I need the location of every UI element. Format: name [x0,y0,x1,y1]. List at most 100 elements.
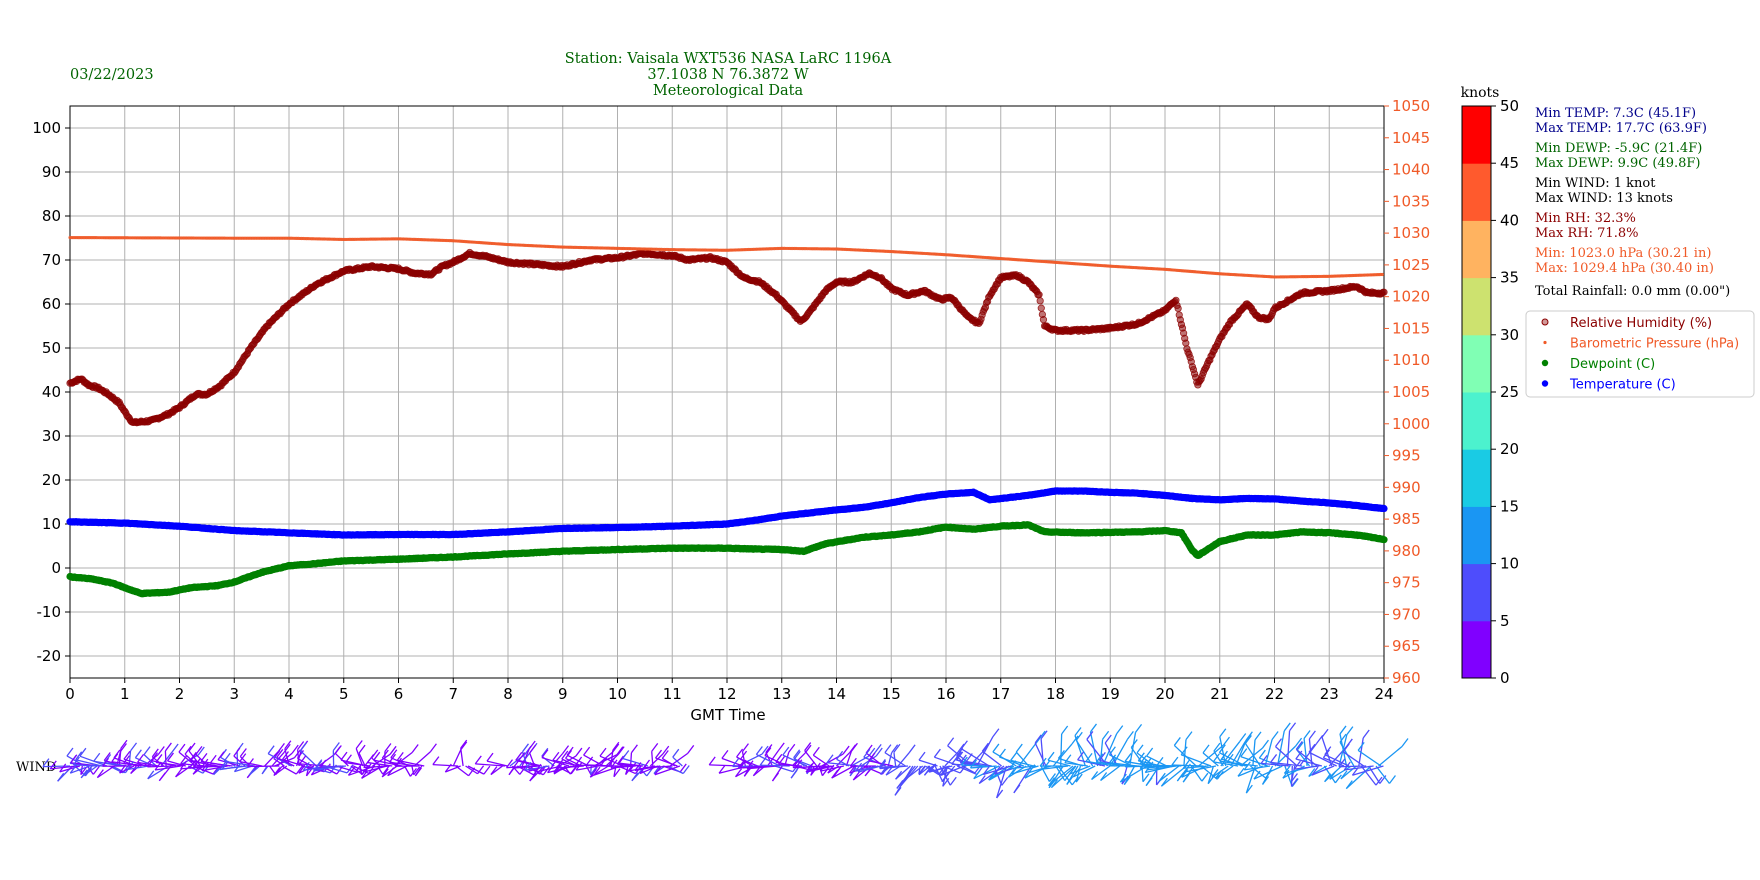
wind-barb-flag [486,752,494,762]
x-tick-label: 8 [503,685,513,703]
wind-barb-flag [157,746,165,755]
data-point [1380,504,1388,513]
y-right-tick-label: 985 [1392,510,1421,528]
wind-barb-flag [616,746,624,756]
y-left-tick-label: 50 [42,339,61,357]
y-left-tick-label: 30 [42,427,61,445]
x-tick-label: 1 [120,685,130,703]
wind-barb-flag [355,740,363,749]
wind-barb [147,765,174,768]
wind-barb-flag [239,748,247,757]
y-right-tick-label: 990 [1392,478,1421,496]
wind-barb-strip [42,722,1409,799]
y-left-tick-label: 80 [42,207,61,225]
wind-barb-flag [57,772,65,782]
y-right-tick-label: 1015 [1392,319,1430,337]
wind-barb-flag [158,772,166,782]
x-tick-label: 22 [1265,685,1284,703]
y-right-tick-label: 1030 [1392,224,1430,242]
wind-barb [247,765,280,768]
y-right-tick-label: 1050 [1392,97,1430,115]
wind-barb-flag [575,747,583,757]
data-point [1182,339,1190,347]
title-line-2: 37.1038 N 76.3872 W [647,67,808,83]
y-right-tick-label: 975 [1392,574,1421,592]
x-tick-label: 13 [772,685,791,703]
x-tick-label: 7 [448,685,458,703]
y-right-tick-label: 1045 [1392,129,1430,147]
y-right-tick-label: 980 [1392,542,1421,560]
y-left-tick-label: -20 [37,647,62,665]
x-tick-label: 17 [991,685,1010,703]
wind-barb-flag [171,743,179,753]
y-right-tick-label: 970 [1392,605,1421,623]
date-label: 03/22/2023 [70,67,154,83]
series-relative-humidity- [66,248,1388,427]
wind-barb-flag [389,745,397,755]
x-tick-label: 21 [1210,685,1229,703]
data-point [1036,297,1044,305]
x-tick-label: 24 [1374,685,1393,703]
y-left-tick-label: 60 [42,295,61,313]
wind-barb-flag [111,753,119,763]
data-point [1039,316,1048,324]
wind-barb-flag [93,752,101,762]
wind-barb-flag [134,749,142,759]
wind-barb-flag [617,746,625,755]
title-line-1: Station: Vaisala WXT536 NASA LaRC 1196A [565,51,892,67]
x-tick-label: 6 [394,685,404,703]
x-tick-label: 5 [339,685,349,703]
x-tick-label: 11 [663,685,682,703]
wind-barb [460,748,464,767]
y-left-tick-label: 20 [42,471,61,489]
y-left-tick-label: 10 [42,515,61,533]
y-left-tick-label: 0 [51,559,61,577]
y-right-tick-label: 995 [1392,447,1421,465]
x-tick-label: 3 [229,685,239,703]
data-point [1380,272,1384,277]
y-right-tick-label: 1000 [1392,415,1430,433]
wind-barb-flag [599,747,607,757]
wind-barb-flag [209,754,217,764]
wind-barb-flag [622,750,630,759]
wind-barb-flag [561,750,569,760]
wind-label: WIND [16,760,56,775]
y-left-tick-label: 70 [42,251,61,269]
x-tick-label: 4 [284,685,294,703]
data-point [1380,288,1388,296]
wind-barb-flag [612,741,620,751]
series-barometric-pressure-hpa- [68,235,1384,279]
x-tick-label: 19 [1101,685,1120,703]
y-right-tick-label: 1040 [1392,161,1430,179]
x-tick-label: 2 [175,685,185,703]
x-tick-label: 12 [717,685,736,703]
title-line-3: Meteorological Data [653,83,804,99]
wind-barb-flag [630,744,638,754]
wind-barb-flag [541,747,549,757]
wind-barb [264,750,279,767]
wind-barb-flag [483,765,491,775]
wind-barb-flag [200,753,208,762]
wind-barb-flag [66,747,74,757]
wind-barb-flag [223,752,231,762]
wind-barb-flag [474,755,482,765]
wind-barb-flag [432,756,440,766]
wind-barb-flag [164,742,172,752]
wind-barb-flag [651,742,659,752]
wind-barb-flag [129,742,138,752]
x-tick-label: 10 [608,685,627,703]
wind-barb [452,749,462,767]
wind-barb-flag [612,743,620,753]
y-right-tick-label: 960 [1392,669,1421,687]
wind-barb-flag [267,745,275,755]
data-point [1174,304,1182,313]
data-point [1037,304,1045,312]
wind-barb-flag [583,746,591,756]
wind-barb-flag [562,745,570,755]
y-left-tick-label: 90 [42,163,61,181]
x-tick-label: 20 [1155,685,1174,703]
y-right-tick-label: 1005 [1392,383,1430,401]
x-tick-label: 18 [1046,685,1065,703]
y-left-tick-label: 100 [32,119,61,137]
